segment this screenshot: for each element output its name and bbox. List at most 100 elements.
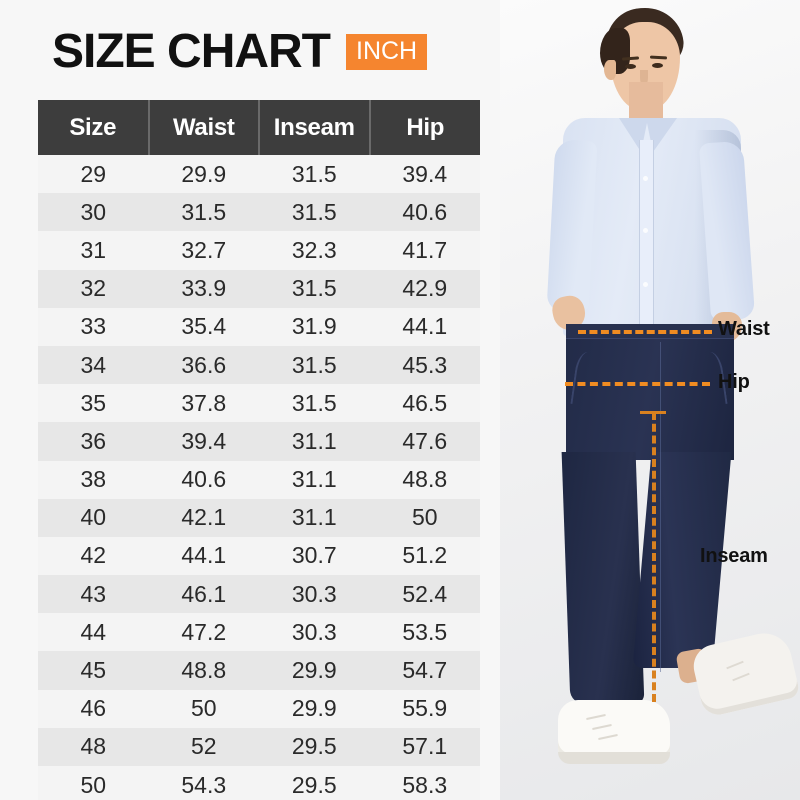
cell-size: 38 [38,460,149,499]
cell-waist: 42.1 [148,498,259,537]
cell-waist: 52 [148,727,259,766]
cell-inseam: 29.9 [259,651,370,690]
cell-size: 33 [38,307,149,346]
cell-inseam: 30.7 [259,536,370,576]
shirt-button [643,282,648,287]
cell-waist: 48.8 [148,651,259,690]
cell-hip: 47.6 [369,422,480,461]
cell-waist: 40.6 [148,460,259,499]
cell-inseam: 31.5 [259,193,370,232]
trousers-leg-left [561,452,645,704]
table-row: 32 33.9 31.5 42.9 [38,269,480,308]
table-header: Size Waist Inseam Hip [38,100,480,155]
model-eye-left [625,64,636,69]
cell-hip: 54.7 [369,651,480,690]
cell-waist: 50 [148,689,259,728]
cell-inseam: 31.5 [259,384,370,423]
cell-inseam: 31.9 [259,307,370,346]
cell-size: 35 [38,384,149,423]
table-row: 36 39.4 31.1 47.6 [38,422,480,461]
cell-size: 40 [38,498,149,537]
page-header: SIZE CHART INCH [52,25,428,78]
table-row: 33 35.4 31.9 44.1 [38,307,480,346]
cell-inseam: 31.5 [259,155,370,194]
cell-inseam: 29.5 [259,766,370,800]
cell-inseam: 31.1 [259,498,370,537]
hip-guide-line [565,382,710,386]
cell-inseam: 29.5 [259,727,370,766]
shirt-button [643,176,648,181]
cell-size: 29 [38,155,149,194]
model-ear [604,60,616,80]
cell-waist: 29.9 [148,155,259,194]
table-row: 46 50 29.9 55.9 [38,689,480,728]
column-header-hip: Hip [368,100,480,155]
cell-waist: 47.2 [148,613,259,652]
sneaker-sole [558,752,670,764]
waist-guide-line [578,330,712,334]
inseam-label: Inseam [700,545,768,567]
cell-hip: 44.1 [369,307,480,346]
cell-hip: 45.3 [369,345,480,385]
cell-hip: 46.5 [369,384,480,423]
cell-size: 36 [38,422,149,461]
shirt-button [643,228,648,233]
cell-hip: 53.5 [369,613,480,652]
cell-hip: 41.7 [369,231,480,270]
cell-hip: 48.8 [369,460,480,499]
table-row: 43 46.1 30.3 52.4 [38,575,480,614]
model-photo [500,0,800,800]
table-row: 48 52 29.5 57.1 [38,727,480,766]
cell-waist: 32.7 [148,231,259,270]
cell-waist: 37.8 [148,384,259,423]
cell-waist: 46.1 [148,575,259,614]
cell-waist: 44.1 [148,536,259,576]
table-row: 40 42.1 31.1 50 [38,498,480,537]
cell-hip: 42.9 [369,269,480,308]
table-row: 42 44.1 30.7 51.2 [38,536,480,576]
cell-inseam: 32.3 [259,231,370,270]
size-chart-table: Size Waist Inseam Hip 29 29.9 31.5 39.4 30 31… [38,100,480,800]
cell-inseam: 30.3 [259,575,370,614]
table-row: 34 36.6 31.5 45.3 [38,345,480,385]
cell-hip: 52.4 [369,575,480,614]
shirt-placket [639,140,654,336]
column-header-inseam: Inseam [258,100,370,155]
cell-hip: 57.1 [369,727,480,766]
shirt-sleeve-left [546,139,598,313]
table-header-row: Size Waist Inseam Hip [38,100,480,155]
cell-hip: 40.6 [369,193,480,232]
trousers-hip [566,324,734,460]
cell-inseam: 31.5 [259,269,370,308]
cell-size: 43 [38,575,149,614]
sneaker-front [558,700,670,762]
cell-inseam: 29.9 [259,689,370,728]
cell-waist: 31.5 [148,193,259,232]
model-nose [640,70,648,86]
page-title: SIZE CHART [52,25,331,78]
cell-hip: 55.9 [369,689,480,728]
table-row: 45 48.8 29.9 54.7 [38,651,480,690]
cell-inseam: 31.5 [259,345,370,385]
inseam-guide-line [652,412,656,702]
cell-inseam: 31.1 [259,422,370,461]
hip-label: Hip [718,371,750,393]
cell-hip: 39.4 [369,155,480,194]
cell-hip: 50 [369,498,480,537]
cell-hip: 58.3 [369,766,480,800]
cell-waist: 33.9 [148,269,259,308]
cell-size: 44 [38,613,149,652]
cell-size: 50 [38,766,149,800]
cell-inseam: 31.1 [259,460,370,499]
table-row: 44 47.2 30.3 53.5 [38,613,480,652]
inseam-cap-top [640,411,666,414]
cell-size: 48 [38,727,149,766]
column-header-size: Size [38,100,149,155]
cell-size: 31 [38,231,149,270]
unit-badge: INCH [346,34,428,70]
cell-size: 32 [38,269,149,308]
cell-size: 45 [38,651,149,690]
table-row: 29 29.9 31.5 39.4 [38,155,480,194]
waist-label: Waist [718,318,770,340]
cell-waist: 39.4 [148,422,259,461]
